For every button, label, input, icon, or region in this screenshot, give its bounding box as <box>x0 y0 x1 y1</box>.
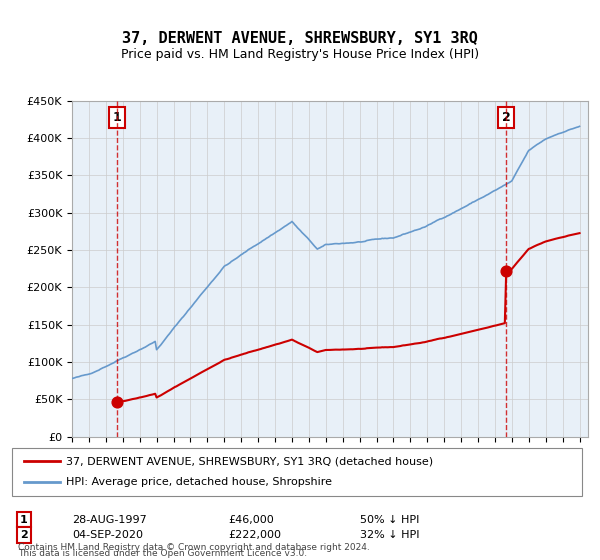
Text: £222,000: £222,000 <box>228 530 281 540</box>
Text: 37, DERWENT AVENUE, SHREWSBURY, SY1 3RQ (detached house): 37, DERWENT AVENUE, SHREWSBURY, SY1 3RQ … <box>66 456 433 466</box>
Text: 50% ↓ HPI: 50% ↓ HPI <box>360 515 419 525</box>
Text: HPI: Average price, detached house, Shropshire: HPI: Average price, detached house, Shro… <box>66 477 332 487</box>
Text: 32% ↓ HPI: 32% ↓ HPI <box>360 530 419 540</box>
Text: 37, DERWENT AVENUE, SHREWSBURY, SY1 3RQ: 37, DERWENT AVENUE, SHREWSBURY, SY1 3RQ <box>122 31 478 46</box>
Text: 1: 1 <box>112 111 121 124</box>
Text: £46,000: £46,000 <box>228 515 274 525</box>
Text: 04-SEP-2020: 04-SEP-2020 <box>72 530 143 540</box>
Text: 1: 1 <box>20 515 28 525</box>
Text: 28-AUG-1997: 28-AUG-1997 <box>72 515 147 525</box>
Text: Price paid vs. HM Land Registry's House Price Index (HPI): Price paid vs. HM Land Registry's House … <box>121 48 479 60</box>
Text: 2: 2 <box>20 530 28 540</box>
Point <box>502 267 511 276</box>
Text: 2: 2 <box>502 111 511 124</box>
Point <box>112 398 122 407</box>
Text: Contains HM Land Registry data © Crown copyright and database right 2024.: Contains HM Land Registry data © Crown c… <box>18 543 370 552</box>
Text: This data is licensed under the Open Government Licence v3.0.: This data is licensed under the Open Gov… <box>18 549 307 558</box>
